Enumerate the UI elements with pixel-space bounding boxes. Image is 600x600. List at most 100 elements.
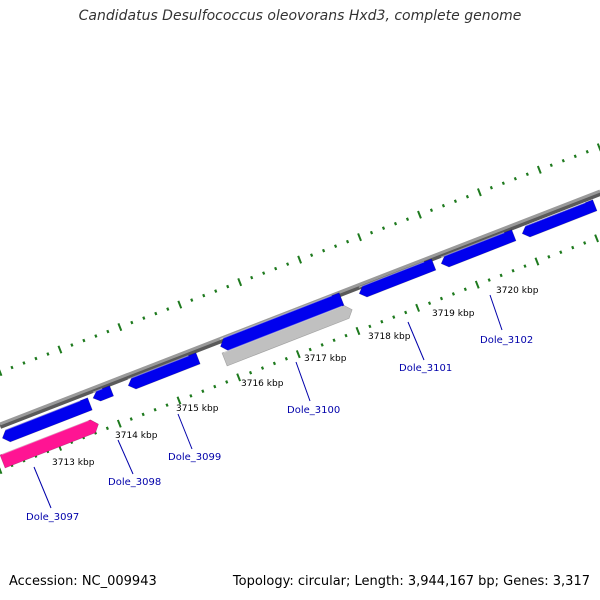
inner-ring-tick bbox=[260, 366, 265, 370]
inner-ring-tick bbox=[129, 417, 133, 421]
gene-label[interactable]: Dole_3101 bbox=[399, 363, 452, 374]
inner-ring-tick bbox=[213, 384, 217, 389]
inner-ring-tick bbox=[499, 273, 503, 278]
inner-ring-tick bbox=[368, 324, 372, 329]
scale-label: 3718 kbp bbox=[368, 332, 411, 342]
inner-ring-tick bbox=[176, 396, 182, 405]
outer-ring-tick bbox=[82, 338, 86, 343]
gene-label[interactable]: Dole_3100 bbox=[287, 405, 340, 416]
outer-ring-tick bbox=[441, 203, 446, 208]
genome-title: Candidatus Desulfococcus oleovorans Hxd3… bbox=[78, 8, 522, 24]
outer-ring-tick bbox=[166, 307, 170, 311]
gene-Dole_3100-highlight bbox=[223, 305, 343, 353]
inner-ring-tick bbox=[0, 467, 3, 475]
outer-ring-tick bbox=[381, 226, 386, 230]
inner-ring-tick bbox=[534, 257, 540, 266]
inner-ring-tick bbox=[547, 255, 551, 259]
outer-ring-tick bbox=[57, 345, 63, 354]
scale-label: 3720 kbp bbox=[496, 286, 539, 296]
inner-ring-tick bbox=[272, 361, 277, 366]
gene-label-leader bbox=[117, 439, 134, 475]
outer-ring-tick bbox=[549, 163, 553, 168]
inner-ring-tick bbox=[249, 370, 253, 375]
gene-label[interactable]: Dole_3098 bbox=[108, 477, 161, 488]
inner-ring-tick bbox=[463, 287, 467, 292]
upper-gene-6[interactable] bbox=[440, 229, 517, 268]
upper-gene-4-highlight bbox=[219, 295, 332, 340]
outer-ring-tick bbox=[262, 271, 266, 275]
outer-ring-tick bbox=[513, 176, 517, 181]
outer-ring-tick bbox=[573, 154, 577, 159]
inner-ring-tick bbox=[451, 292, 455, 296]
inner-ring-tick bbox=[474, 280, 480, 289]
outer-ring-tick bbox=[334, 244, 338, 248]
inner-ring-tick bbox=[380, 319, 384, 324]
inner-ring-tick bbox=[355, 326, 361, 336]
inner-ring-tick bbox=[201, 389, 205, 394]
outer-ring-tick bbox=[429, 208, 434, 212]
inner-ring-tick bbox=[116, 419, 122, 428]
outer-ring-tick bbox=[405, 217, 410, 221]
outer-ring-tick bbox=[489, 185, 493, 190]
outer-ring-tick bbox=[177, 300, 183, 309]
outer-ring-tick bbox=[561, 158, 565, 163]
inner-ring-tick bbox=[332, 338, 336, 343]
inner-ring-tick bbox=[236, 373, 242, 382]
upper-gene-3[interactable] bbox=[127, 352, 201, 390]
outer-ring-tick bbox=[536, 165, 542, 174]
outer-ring-tick bbox=[465, 194, 469, 199]
outer-ring-tick bbox=[117, 322, 123, 332]
outer-ring-tick bbox=[237, 278, 243, 287]
upper-gene-1-highlight bbox=[1, 400, 81, 432]
gene-label[interactable]: Dole_3102 bbox=[480, 335, 533, 346]
outer-ring-tick bbox=[34, 356, 38, 361]
gene-label-leader bbox=[177, 413, 193, 450]
inner-tick-ring bbox=[0, 234, 599, 475]
scale-label: 3719 kbp bbox=[432, 309, 475, 319]
inner-ring-tick bbox=[141, 412, 145, 417]
inner-ring-tick bbox=[153, 407, 157, 412]
inner-ring-tick bbox=[225, 380, 229, 384]
gene-label-leader bbox=[295, 361, 311, 402]
gene-label[interactable]: Dole_3099 bbox=[168, 452, 221, 463]
upper-gene-1[interactable] bbox=[2, 397, 93, 443]
inner-ring-tick bbox=[559, 250, 563, 255]
gene-Dole_3097[interactable] bbox=[0, 419, 99, 469]
outer-ring-tick bbox=[94, 334, 98, 338]
backbone-line bbox=[0, 189, 600, 426]
inner-ring-tick bbox=[415, 303, 421, 312]
outer-ring-tick bbox=[477, 188, 482, 197]
outer-ring-tick bbox=[357, 233, 362, 242]
genome-summary-text: Topology: circular; Length: 3,944,167 bp… bbox=[232, 574, 590, 589]
outer-ring-tick bbox=[453, 199, 458, 204]
upper-gene-7[interactable] bbox=[521, 199, 598, 238]
outer-ring-tick bbox=[286, 262, 290, 266]
inner-ring-tick bbox=[571, 245, 575, 250]
outer-ring-tick bbox=[393, 221, 398, 226]
upper-gene-5[interactable] bbox=[358, 258, 437, 298]
outer-ring-tick bbox=[369, 230, 374, 235]
outer-ring-tick bbox=[70, 343, 74, 347]
outer-ring-tick bbox=[322, 248, 326, 253]
upper-gene-2[interactable] bbox=[92, 385, 114, 402]
scale-label: 3717 kbp bbox=[304, 354, 347, 364]
inner-ring-tick bbox=[594, 234, 599, 243]
inner-ring-tick bbox=[511, 268, 515, 273]
inner-ring-tick bbox=[284, 356, 288, 361]
unlabeled-genes bbox=[1, 199, 598, 443]
inner-ring-tick bbox=[392, 315, 396, 319]
scale-label: 3713 kbp bbox=[52, 458, 95, 468]
outer-ring-tick bbox=[22, 361, 26, 365]
inner-ring-tick bbox=[439, 296, 444, 301]
gene-Dole_3100[interactable] bbox=[221, 305, 353, 367]
scale-label: 3715 kbp bbox=[176, 404, 219, 414]
inner-ring-tick bbox=[583, 241, 587, 245]
outer-ring-tick bbox=[501, 181, 505, 186]
outer-ring-tick bbox=[417, 210, 422, 219]
outer-ring-tick bbox=[202, 293, 206, 298]
outer-ring-tick bbox=[190, 298, 194, 302]
outer-ring-tick bbox=[310, 253, 314, 257]
inner-ring-tick bbox=[487, 278, 491, 282]
outer-ring-tick bbox=[297, 255, 303, 264]
gene-label[interactable]: Dole_3097 bbox=[26, 512, 79, 523]
